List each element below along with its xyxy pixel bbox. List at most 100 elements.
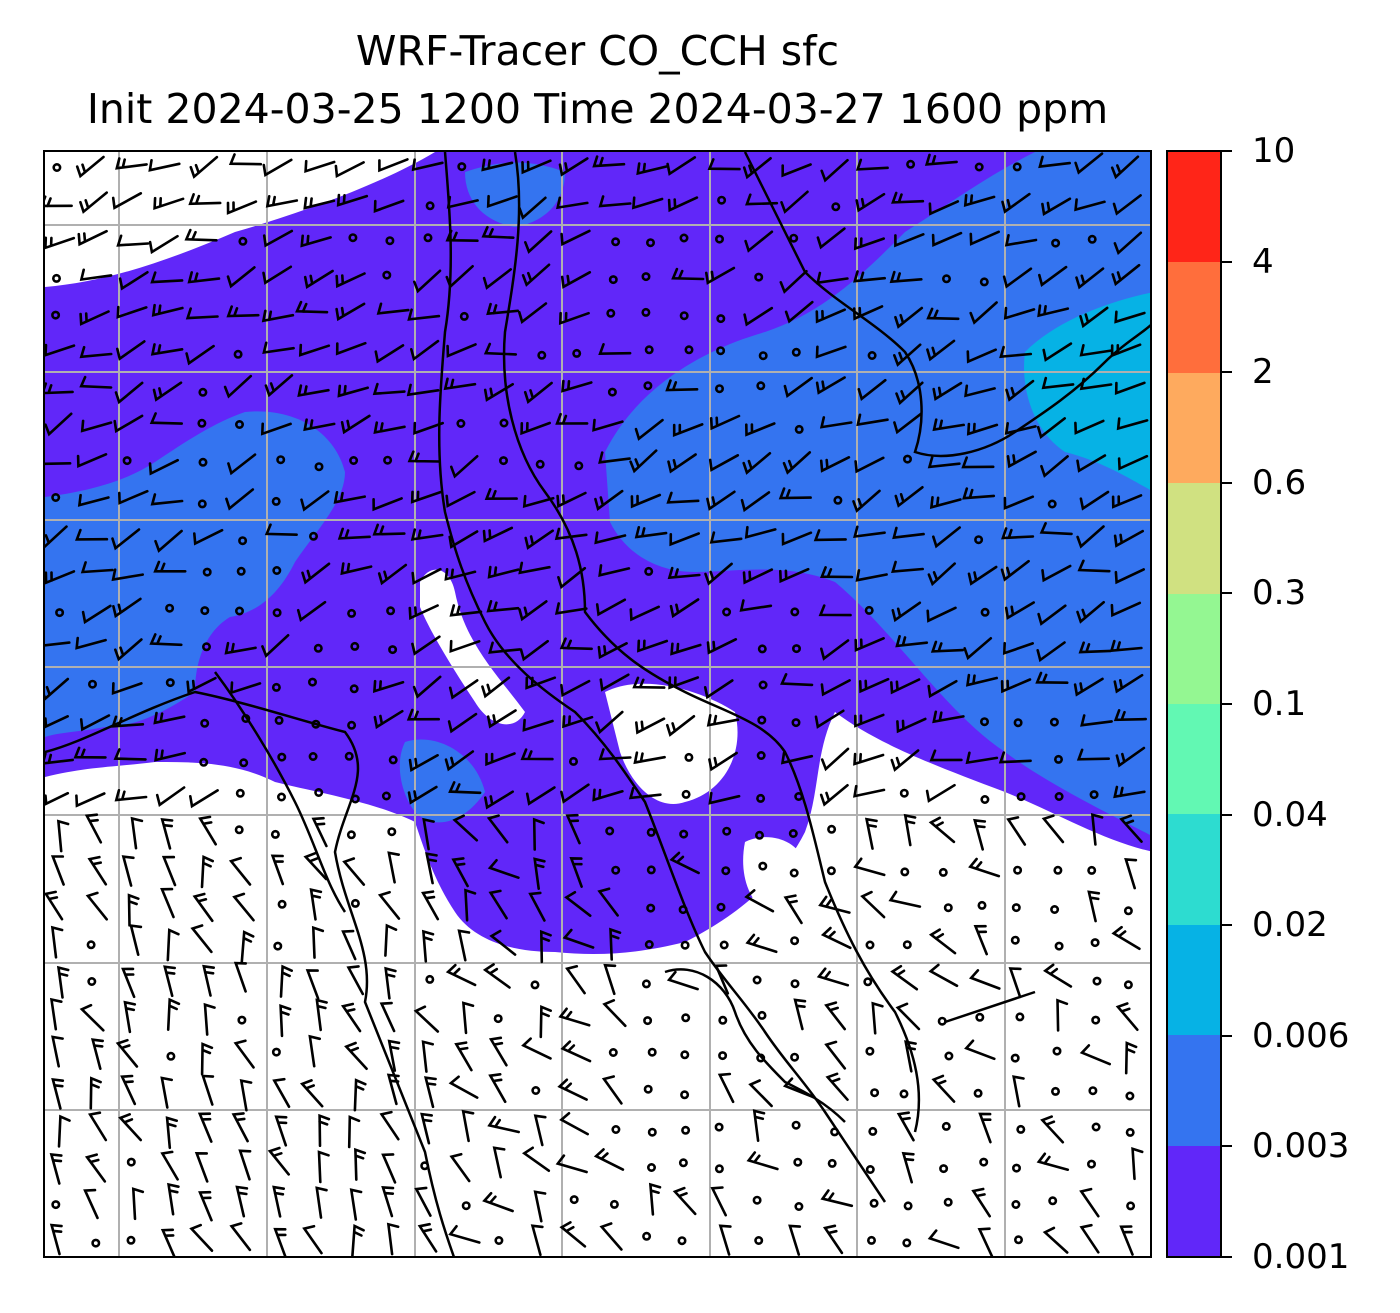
wind-barb	[160, 1150, 179, 1181]
wind-barb	[824, 1001, 846, 1031]
calm-marker	[791, 347, 801, 357]
wind-barb	[407, 450, 441, 463]
wind-barb	[148, 234, 179, 255]
wind-barb	[56, 819, 70, 853]
calm-marker	[272, 608, 282, 618]
calm-marker	[1126, 1201, 1136, 1211]
wind-barb	[425, 852, 438, 885]
wind-barb	[969, 301, 998, 325]
calm-marker	[941, 274, 951, 284]
colorbar-tick	[1222, 1034, 1232, 1037]
calm-marker	[791, 644, 801, 654]
calm-marker	[420, 1161, 430, 1171]
calm-marker	[459, 311, 469, 321]
wind-barb	[629, 605, 660, 622]
calm-marker	[277, 792, 287, 802]
calm-marker	[461, 1201, 471, 1211]
wind-barb	[1000, 678, 1032, 694]
wind-barb	[487, 1115, 520, 1134]
calm-marker	[722, 607, 732, 617]
calm-marker	[867, 351, 877, 361]
wind-barb	[743, 306, 774, 327]
wind-barb	[998, 751, 1032, 764]
calm-marker	[647, 1127, 657, 1137]
wind-barb	[1079, 1044, 1111, 1066]
wind-barb	[562, 715, 594, 729]
colorbar-tick-label: 0.006	[1252, 1015, 1350, 1056]
map-title: WRF-Tracer CO_CCH sfc	[355, 27, 840, 75]
wind-barb	[347, 1115, 361, 1149]
calm-marker	[714, 1122, 724, 1132]
wind-barb	[1036, 417, 1066, 439]
wind-barb	[193, 528, 224, 546]
wind-barb	[228, 856, 252, 886]
calm-marker	[714, 234, 724, 244]
calm-marker	[943, 1197, 953, 1207]
wind-barb	[964, 384, 996, 398]
calm-marker	[238, 236, 248, 246]
wind-barb	[524, 529, 554, 550]
wind-barb	[1079, 377, 1113, 391]
wind-barb	[666, 491, 700, 504]
wind-barb	[111, 682, 143, 696]
colorbar-tick	[1222, 592, 1232, 595]
calm-marker	[311, 719, 321, 729]
calm-marker	[790, 936, 800, 946]
wind-barb	[745, 193, 779, 206]
wind-barb	[816, 271, 849, 285]
calm-marker	[350, 641, 360, 651]
wind-barb	[315, 998, 328, 1032]
wind-barb	[894, 486, 924, 508]
calm-marker	[980, 607, 990, 617]
wind-barb	[1111, 494, 1143, 509]
wind-barb	[85, 891, 108, 921]
wind-barb	[264, 374, 294, 398]
wind-barb	[780, 673, 814, 687]
calm-marker	[679, 829, 689, 839]
wind-barb	[854, 456, 885, 474]
wind-barb	[49, 1223, 63, 1256]
calm-marker	[87, 976, 97, 986]
calm-marker	[314, 462, 324, 472]
wind-barb	[1041, 197, 1072, 216]
wind-barb	[410, 528, 444, 541]
wind-barb	[709, 531, 743, 544]
wind-barb	[667, 566, 701, 580]
wind-barb	[262, 229, 294, 248]
calm-marker	[868, 1126, 878, 1136]
wind-barb	[300, 490, 330, 512]
wind-barb	[521, 1146, 551, 1172]
calm-marker	[646, 903, 656, 913]
calm-marker	[865, 1046, 875, 1056]
wind-barb	[197, 1112, 213, 1143]
wind-barb	[372, 382, 406, 396]
wind-barb	[530, 1224, 544, 1256]
wind-barb	[226, 266, 256, 289]
wind-barb	[1056, 998, 1069, 1032]
calm-marker	[681, 1013, 691, 1023]
wind-barb	[559, 1221, 587, 1248]
wind-barb	[450, 455, 479, 479]
wind-barb	[114, 381, 144, 405]
tracer-fill-cyan	[1024, 292, 1150, 490]
calm-marker	[606, 308, 616, 318]
colorbar-tick-label: 0.003	[1252, 1126, 1350, 1167]
wind-barb	[740, 491, 771, 513]
calm-marker	[531, 1085, 541, 1095]
wind-barb	[231, 1112, 249, 1143]
wind-barb	[443, 377, 477, 391]
wind-barb	[1087, 890, 1101, 923]
colorbar-tick-label: 2	[1252, 352, 1274, 393]
wind-barb	[706, 714, 740, 727]
wind-barb	[378, 158, 409, 173]
wind-barb	[853, 237, 885, 251]
wind-barb	[819, 566, 854, 579]
wind-barb	[892, 526, 925, 540]
wind-barb	[227, 453, 257, 476]
calm-marker	[754, 830, 764, 840]
wind-barb	[559, 1112, 589, 1136]
wind-barb	[1004, 422, 1037, 435]
wind-barb	[262, 265, 293, 285]
calm-marker	[646, 827, 656, 837]
wind-barb	[784, 300, 814, 324]
